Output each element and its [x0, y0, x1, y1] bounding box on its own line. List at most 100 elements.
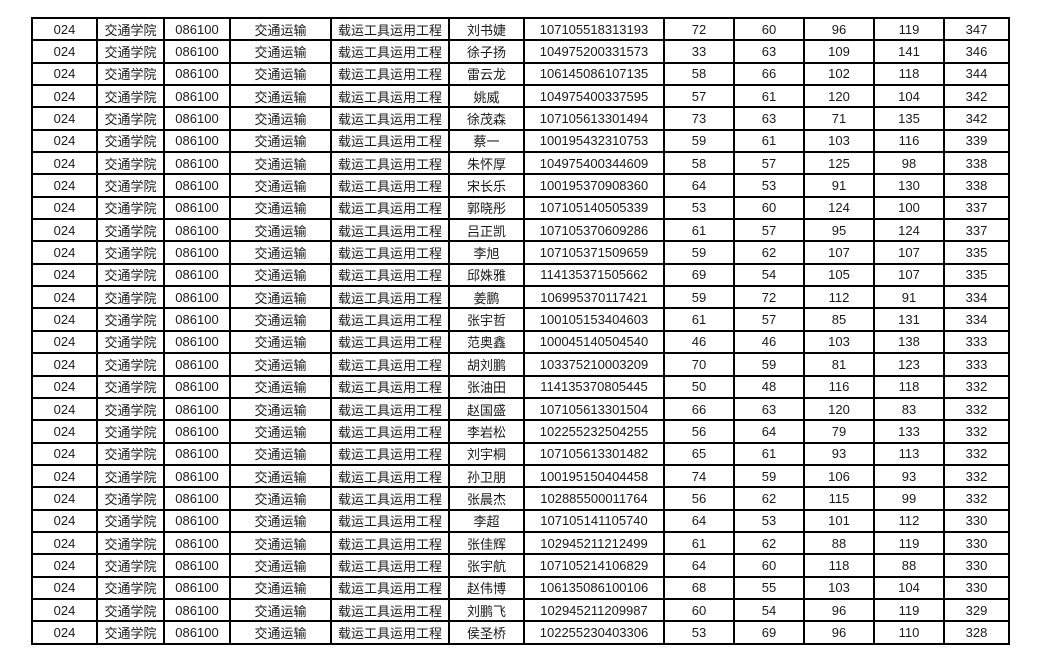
candidate-id-cell: 107105518313193 [523, 16, 665, 42]
candidate-name-cell: 邱姝雅 [448, 262, 525, 288]
table-row: 024 交通学院 086100 交通运输 载运工具运用工程 张宇哲 100105153404… [31, 307, 1010, 332]
score-4-cell: 100 [873, 195, 945, 221]
score-2-cell: 61 [733, 441, 805, 466]
score-1-cell: 70 [663, 352, 735, 377]
major-code-cell: 086100 [163, 307, 231, 332]
major-cell: 交通运输 [229, 84, 332, 109]
dept-code-cell: 024 [31, 441, 98, 466]
major-cell: 交通运输 [229, 151, 332, 176]
score-4-cell: 110 [873, 620, 945, 645]
major-cell: 交通运输 [229, 508, 332, 533]
major-code-cell: 086100 [163, 486, 231, 511]
major-cell: 交通运输 [229, 128, 332, 154]
candidate-name-cell: 张佳辉 [448, 530, 525, 556]
score-3-cell: 103 [803, 128, 875, 154]
major-code-cell: 086100 [163, 419, 231, 444]
major-code-cell: 086100 [163, 195, 231, 221]
candidate-name-cell: 张宇航 [448, 553, 525, 578]
total-score-cell: 338 [943, 151, 1010, 176]
score-1-cell: 58 [663, 61, 735, 87]
score-2-cell: 57 [733, 307, 805, 332]
score-2-cell: 63 [733, 396, 805, 422]
score-2-cell: 63 [733, 39, 805, 64]
major-cell: 交通运输 [229, 575, 332, 600]
table-row: 024 交通学院 086100 交通运输 载运工具运用工程 姚威 1049754003375… [31, 84, 1010, 109]
direction-cell: 载运工具运用工程 [330, 39, 450, 64]
college-cell: 交通学院 [96, 307, 165, 332]
total-score-cell: 337 [943, 195, 1010, 221]
direction-cell: 载运工具运用工程 [330, 486, 450, 511]
college-cell: 交通学院 [96, 240, 165, 265]
dept-code-cell: 024 [31, 195, 98, 221]
direction-cell: 载运工具运用工程 [330, 553, 450, 578]
table-row: 024 交通学院 086100 交通运输 载运工具运用工程 郭晓彤 107105140505… [31, 195, 1010, 221]
major-code-cell: 086100 [163, 240, 231, 265]
major-code-cell: 086100 [163, 530, 231, 556]
major-code-cell: 086100 [163, 329, 231, 355]
candidate-id-cell: 107105613301504 [523, 396, 665, 422]
total-score-cell: 330 [943, 553, 1010, 578]
major-cell: 交通运输 [229, 240, 332, 265]
table-row: 024 交通学院 086100 交通运输 载运工具运用工程 朱怀厚 104975400344… [31, 151, 1010, 176]
candidate-name-cell: 姚威 [448, 84, 525, 109]
candidate-name-cell: 胡刘鹏 [448, 352, 525, 377]
score-2-cell: 53 [733, 508, 805, 533]
table-row: 024 交通学院 086100 交通运输 载运工具运用工程 徐子扬 104975200331… [31, 39, 1010, 64]
score-3-cell: 95 [803, 218, 875, 243]
college-cell: 交通学院 [96, 39, 165, 64]
candidate-id-cell: 100195370908360 [523, 173, 665, 198]
college-cell: 交通学院 [96, 597, 165, 623]
candidate-id-cell: 106135086100106 [523, 575, 665, 600]
score-1-cell: 50 [663, 374, 735, 399]
table-row: 024 交通学院 086100 交通运输 载运工具运用工程 刘书婕 107105518313… [31, 16, 1010, 42]
major-code-cell: 086100 [163, 396, 231, 422]
candidate-name-cell: 侯圣桥 [448, 620, 525, 645]
score-3-cell: 112 [803, 285, 875, 310]
table-row: 024 交通学院 086100 交通运输 载运工具运用工程 李超 1071051411057… [31, 508, 1010, 533]
score-3-cell: 96 [803, 597, 875, 623]
dept-code-cell: 024 [31, 396, 98, 422]
score-1-cell: 73 [663, 106, 735, 131]
candidate-name-cell: 徐茂森 [448, 106, 525, 131]
direction-cell: 载运工具运用工程 [330, 151, 450, 176]
college-cell: 交通学院 [96, 173, 165, 198]
dept-code-cell: 024 [31, 84, 98, 109]
total-score-cell: 335 [943, 240, 1010, 265]
score-1-cell: 59 [663, 240, 735, 265]
major-code-cell: 086100 [163, 173, 231, 198]
total-score-cell: 342 [943, 84, 1010, 109]
table-row: 024 交通学院 086100 交通运输 载运工具运用工程 宋长乐 100195370908… [31, 173, 1010, 198]
score-2-cell: 61 [733, 84, 805, 109]
score-4-cell: 118 [873, 61, 945, 87]
candidate-id-cell: 100045140504540 [523, 329, 665, 355]
candidate-id-cell: 107105371509659 [523, 240, 665, 265]
score-1-cell: 61 [663, 307, 735, 332]
candidate-id-cell: 104975400337595 [523, 84, 665, 109]
score-2-cell: 46 [733, 329, 805, 355]
dept-code-cell: 024 [31, 620, 98, 645]
table-row: 024 交通学院 086100 交通运输 载运工具运用工程 姜鹏 1069953701174… [31, 285, 1010, 310]
candidate-id-cell: 114135370805445 [523, 374, 665, 399]
total-score-cell: 332 [943, 441, 1010, 466]
candidate-name-cell: 李旭 [448, 240, 525, 265]
major-cell: 交通运输 [229, 61, 332, 87]
college-cell: 交通学院 [96, 106, 165, 131]
college-cell: 交通学院 [96, 374, 165, 399]
direction-cell: 载运工具运用工程 [330, 463, 450, 489]
score-4-cell: 123 [873, 352, 945, 377]
college-cell: 交通学院 [96, 530, 165, 556]
score-2-cell: 69 [733, 620, 805, 645]
score-2-cell: 62 [733, 530, 805, 556]
major-code-cell: 086100 [163, 106, 231, 131]
total-score-cell: 333 [943, 352, 1010, 377]
score-3-cell: 88 [803, 530, 875, 556]
candidate-name-cell: 张宇哲 [448, 307, 525, 332]
major-cell: 交通运输 [229, 218, 332, 243]
score-2-cell: 54 [733, 262, 805, 288]
college-cell: 交通学院 [96, 262, 165, 288]
candidate-id-cell: 100105153404603 [523, 307, 665, 332]
major-cell: 交通运输 [229, 553, 332, 578]
major-code-cell: 086100 [163, 262, 231, 288]
score-3-cell: 116 [803, 374, 875, 399]
